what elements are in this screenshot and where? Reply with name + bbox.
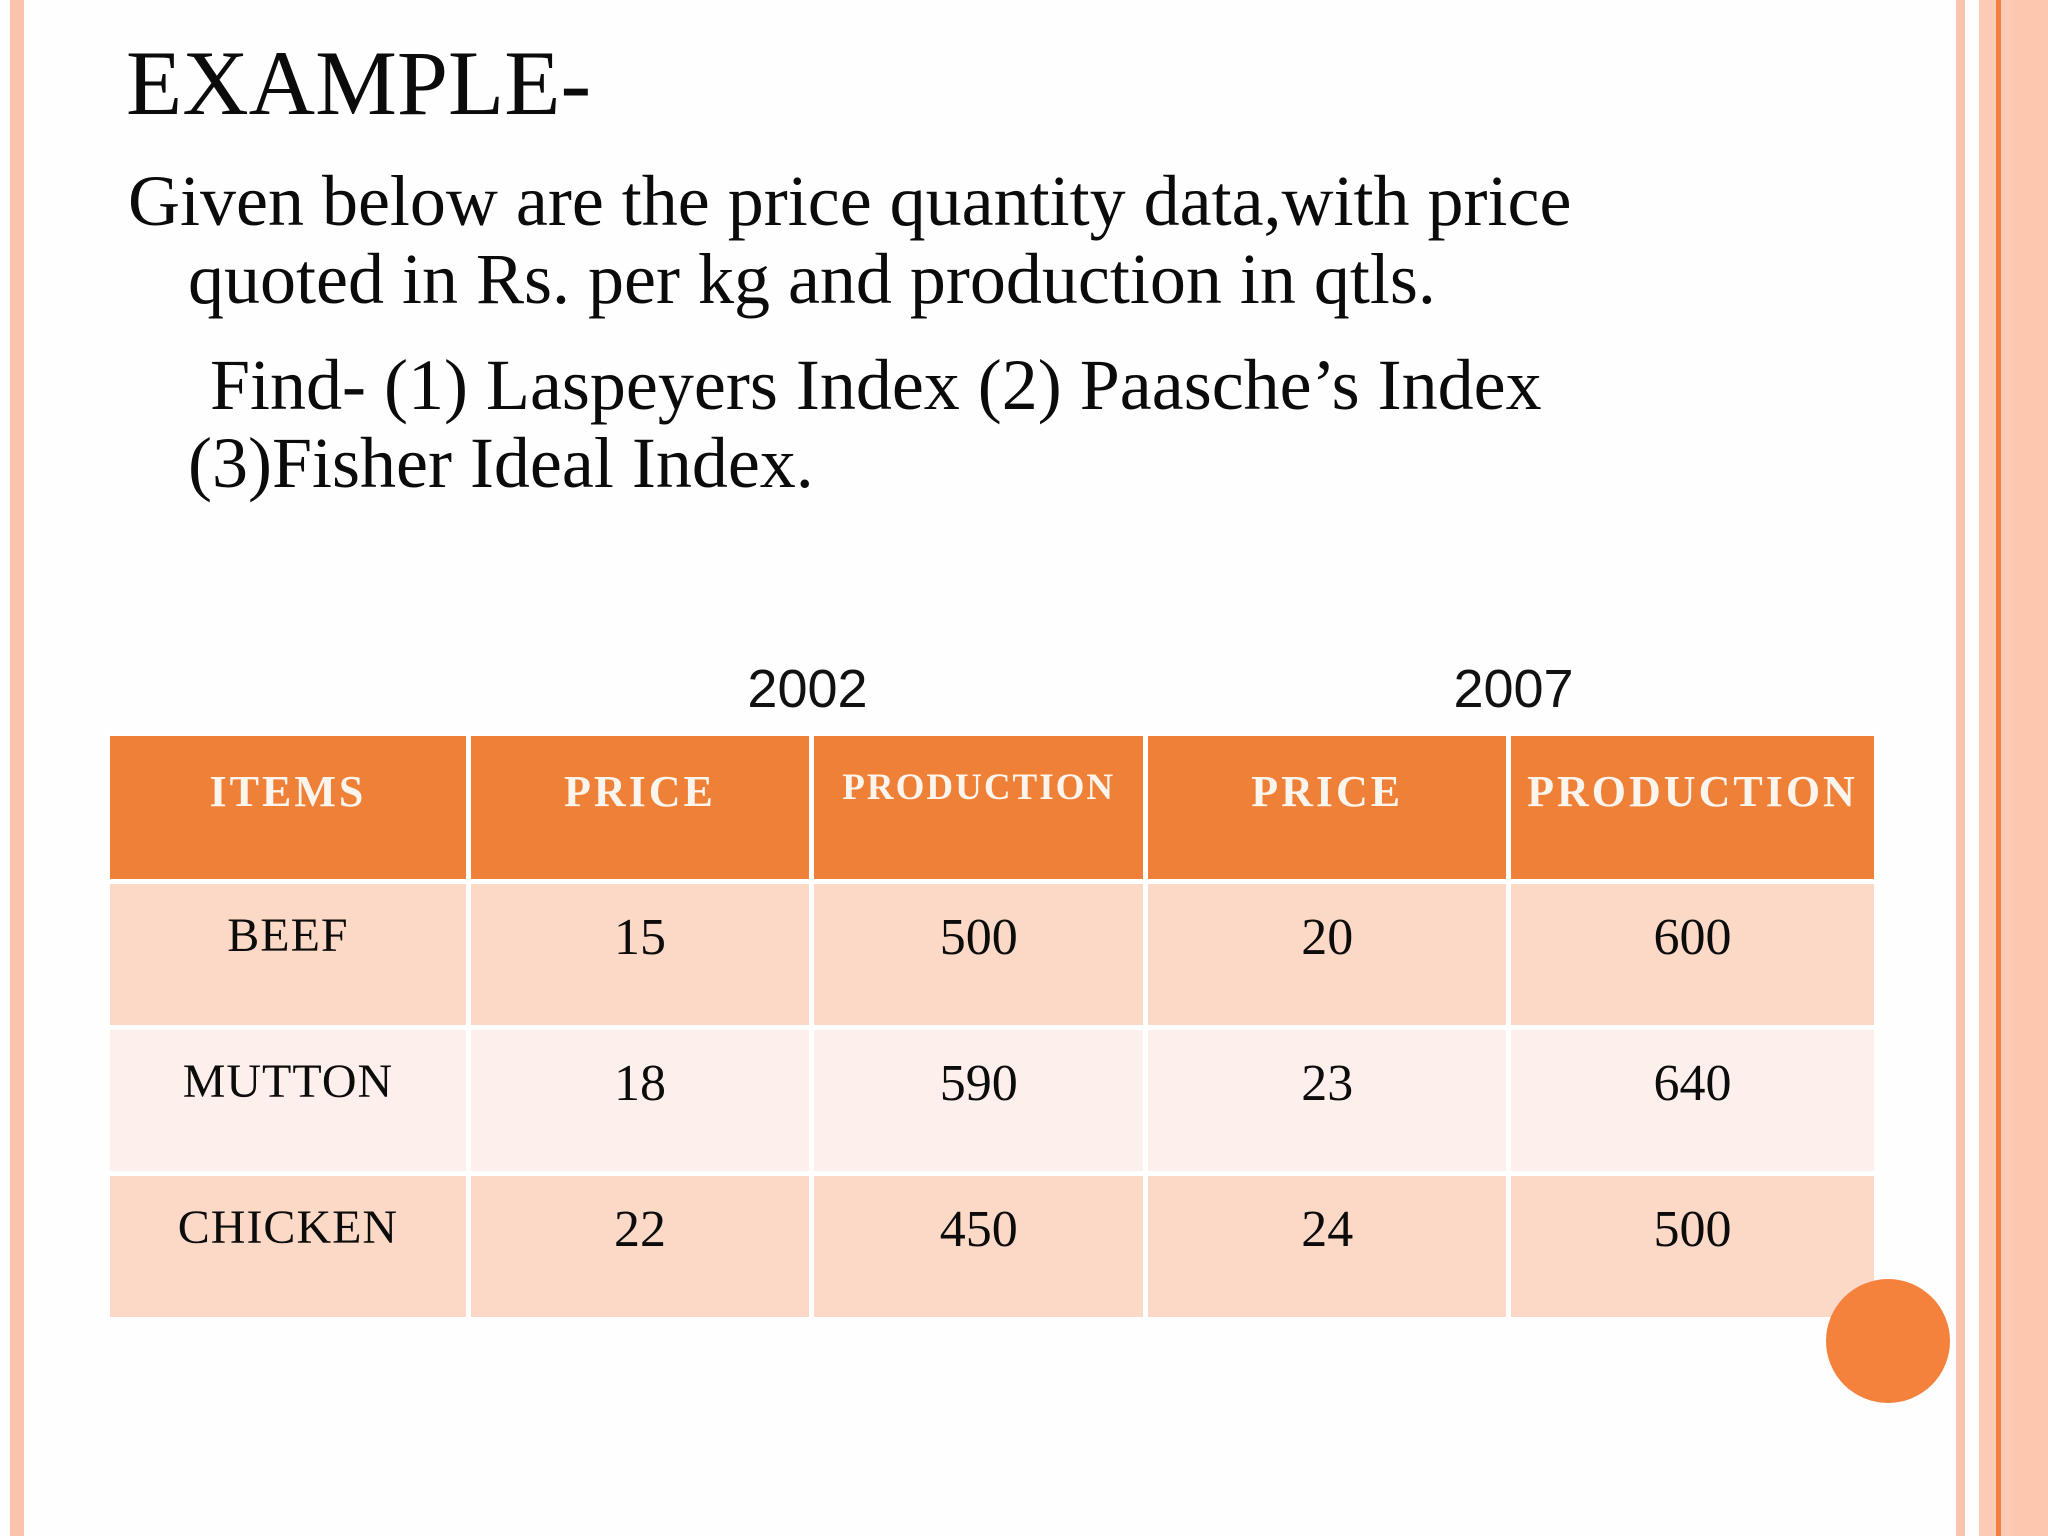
row-label: BEEF [105,879,471,1030]
table-cell: 24 [1143,1171,1512,1322]
year-labels-row: 2002 2007 [105,660,1879,720]
body-line: Given below are the price quantity data,… [128,161,1572,241]
right-border-band-inner [2012,0,2048,1536]
column-header-items: ITEMS [105,731,471,884]
table-cell: 20 [1143,879,1512,1030]
row-label: CHICKEN [105,1171,471,1322]
body-line: Find- (1) Laspeyers Index (2) Paasche’s … [210,345,1542,425]
page-title: EXAMPLE- [126,32,592,134]
column-header-price-2002: PRICE [465,731,815,884]
table-cell: 15 [465,879,815,1030]
table-cell: 640 [1506,1025,1879,1176]
body-text: Given below are the price quantity data,… [128,162,1828,502]
table-cell: 18 [465,1025,815,1176]
table-cell: 23 [1143,1025,1512,1176]
column-header-price-2007: PRICE [1143,731,1512,884]
year-label-2007: 2007 [1453,659,1574,719]
column-header-production-2002: PRODUCTION [809,731,1149,884]
table-row: CHICKEN 22 450 24 500 [105,1171,1879,1322]
table-row: BEEF 15 500 20 600 [105,879,1879,1030]
decorative-circle [1826,1279,1950,1403]
table-cell: 500 [1506,1171,1879,1322]
table-row: MUTTON 18 590 23 640 [105,1025,1879,1176]
year-spacer [105,660,467,720]
right-border-thin-stripe [1956,0,1965,1536]
table-cell: 500 [809,879,1149,1030]
body-line: quoted in Rs. per kg and production in q… [188,239,1436,319]
table-cell: 590 [809,1025,1149,1176]
year-label-2002: 2002 [747,659,868,719]
data-table: ITEMS PRICE PRODUCTION PRICE PRODUCTION … [105,731,1879,1322]
header-row: ITEMS PRICE PRODUCTION PRICE PRODUCTION [105,731,1879,884]
right-border-accent-line [1996,0,2001,1536]
table-cell: 22 [465,1171,815,1322]
body-line: (3)Fisher Ideal Index. [188,423,814,503]
column-header-production-2007: PRODUCTION [1506,731,1879,884]
table-cell: 600 [1506,879,1879,1030]
left-border-stripe [10,0,24,1536]
row-label: MUTTON [105,1025,471,1176]
table-cell: 450 [809,1171,1149,1322]
